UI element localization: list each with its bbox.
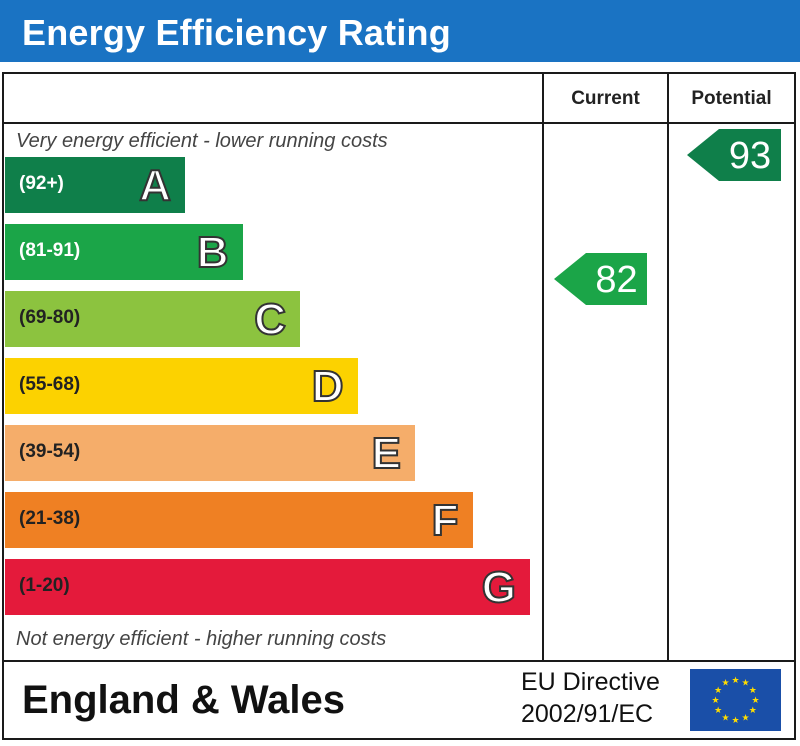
band-letter-b: B — [196, 227, 230, 278]
band-range-b: (81-91) — [19, 240, 81, 261]
divider-potential — [667, 72, 669, 662]
footer-divider — [2, 660, 796, 662]
eu-star-icon: ★ — [711, 696, 719, 706]
eu-star-icon: ★ — [714, 706, 722, 716]
band-range-e: (39-54) — [19, 441, 81, 462]
column-header-potential: Potential — [691, 88, 772, 109]
eu-star-icon: ★ — [731, 716, 739, 726]
eu-star-icon: ★ — [721, 713, 729, 723]
column-header-current: Current — [571, 88, 640, 109]
band-a: (92+) A — [5, 157, 185, 213]
eu-star-icon: ★ — [749, 686, 757, 696]
potential-rating-value: 93 — [729, 135, 771, 177]
header-bar: Energy Efficiency Rating — [0, 0, 800, 62]
eu-star-icon: ★ — [731, 676, 739, 686]
eu-star-icon: ★ — [749, 706, 757, 716]
current-rating-arrow-shape — [554, 253, 647, 305]
chart-title: Energy Efficiency Rating — [22, 12, 451, 53]
eu-stars: ★ ★★★★★★★★★★★ — [711, 676, 759, 726]
eu-directive-label: EU Directive — [521, 668, 660, 696]
band-letter-a: A — [138, 160, 172, 211]
band-b: (81-91) B — [5, 224, 243, 280]
current-rating-value: 82 — [595, 259, 637, 301]
band-range-c: (69-80) — [19, 307, 81, 328]
band-letter-c: C — [253, 294, 287, 345]
eu-star-icon: ★ — [741, 679, 749, 689]
eu-flag-icon: ★ ★ ★ ★ ★ ★ ★ ★ ★ ★ ★ ★ — [690, 669, 781, 731]
eu-star-icon: ★ — [721, 679, 729, 689]
eu-star-icon: ★ — [741, 713, 749, 723]
header-divider — [2, 122, 796, 124]
band-letter-e: E — [371, 428, 402, 479]
band-range-a: (92+) — [19, 173, 64, 194]
eu-star-icon: ★ — [714, 686, 722, 696]
divider-current — [542, 72, 544, 662]
band-letter-f: F — [431, 495, 460, 546]
band-e: (39-54) E — [5, 425, 415, 481]
band-range-d: (55-68) — [19, 374, 81, 395]
eu-star-icon: ★ — [751, 696, 759, 706]
rating-frame — [2, 72, 796, 740]
caption-bottom: Not energy efficient - higher running co… — [16, 628, 387, 650]
band-d: (55-68) D — [5, 358, 358, 414]
band-f: (21-38) F — [5, 492, 473, 548]
eu-directive-number: 2002/91/EC — [521, 700, 654, 728]
band-range-f: (21-38) — [19, 508, 81, 529]
potential-rating-arrow-shape — [687, 129, 781, 181]
current-rating-arrow: 82 — [554, 253, 647, 305]
band-c: (69-80) C — [5, 291, 300, 347]
band-letter-g: G — [481, 562, 517, 613]
band-range-g: (1-20) — [19, 575, 70, 596]
band-g: (1-20) G — [5, 559, 530, 615]
region-label: England & Wales — [22, 678, 346, 722]
band-letter-d: D — [311, 361, 345, 412]
potential-rating-arrow: 93 — [687, 129, 781, 181]
caption-top: Very energy efficient - lower running co… — [16, 130, 388, 152]
